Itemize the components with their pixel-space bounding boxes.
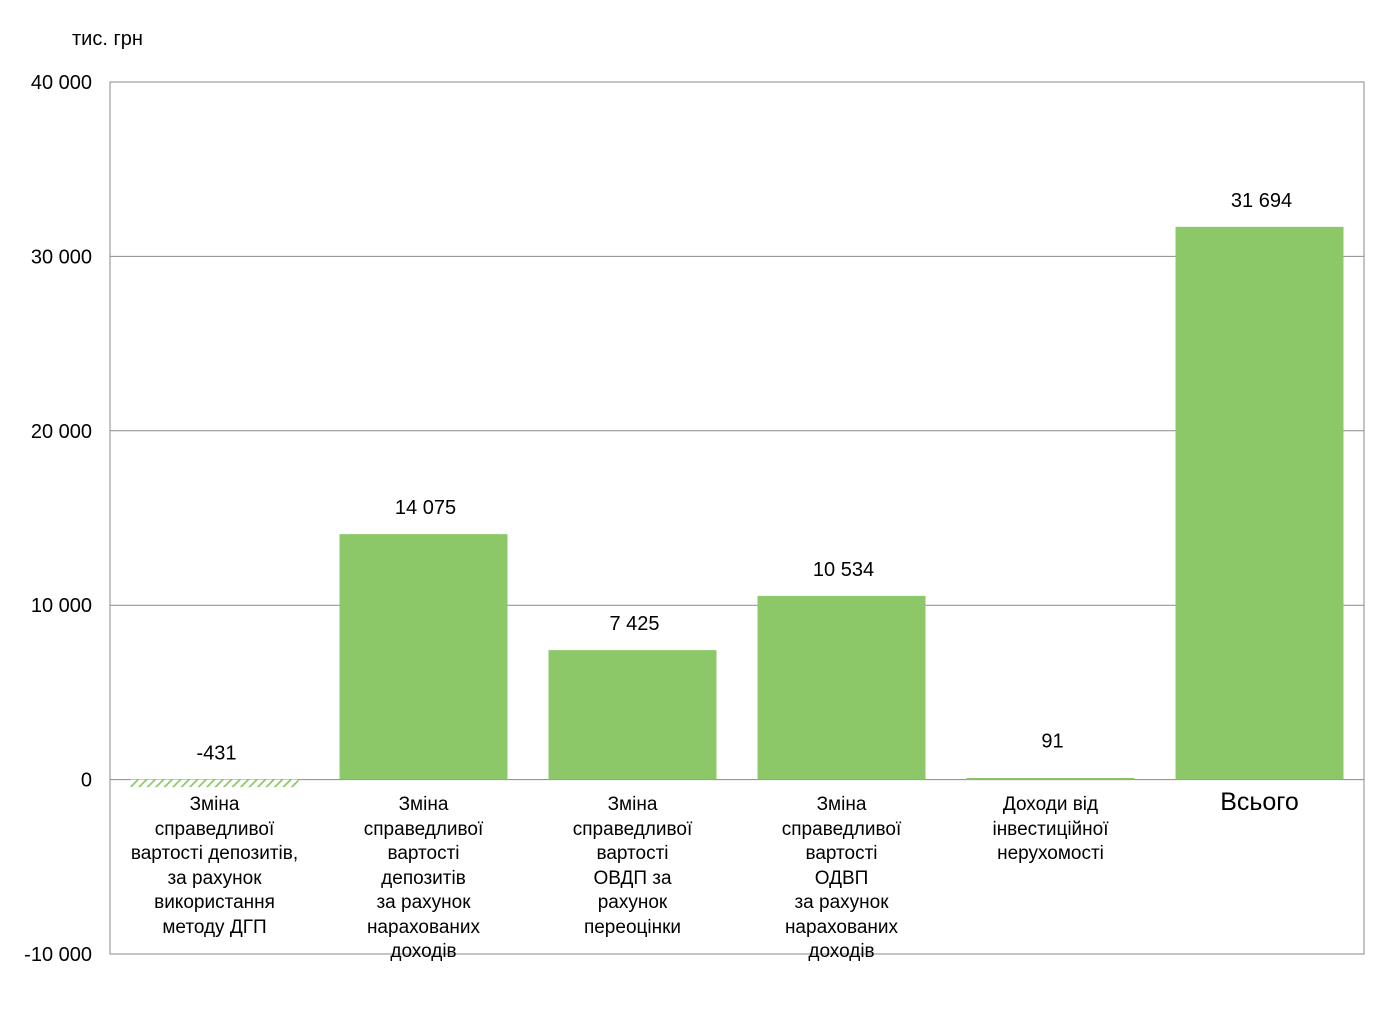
bar-3	[548, 650, 717, 780]
category-label: Зміна справедливої вартості ОДВП за раху…	[781, 794, 902, 962]
y-tick-label: 20 000	[31, 421, 92, 443]
y-tick-label: -10 000	[24, 944, 92, 966]
category-label: Доходи від інвестиційної нерухомості	[992, 794, 1109, 864]
bar-1	[130, 779, 299, 788]
y-tick-label: 10 000	[31, 595, 92, 617]
y-tick-label: 30 000	[31, 246, 92, 268]
category-label: Зміна справедливої вартості депозитів, з…	[130, 794, 299, 938]
bar-4	[757, 595, 926, 780]
y-tick-label: 0	[81, 770, 92, 792]
value-label: -431	[196, 743, 236, 765]
bar-6	[1175, 226, 1344, 780]
y-tick-label: 40 000	[31, 72, 92, 94]
plot-area-border	[109, 81, 1365, 955]
unit-label: тис. грн	[72, 28, 143, 50]
value-label: 31 694	[1231, 190, 1292, 212]
value-label: 91	[1041, 731, 1063, 753]
bar-2	[339, 534, 508, 780]
value-label: 14 075	[395, 497, 456, 519]
category-label: Зміна справедливої вартості ОВДП за раху…	[572, 794, 693, 938]
bar-5	[966, 778, 1135, 780]
value-label: 10 534	[813, 559, 874, 581]
category-label: Всього	[1220, 788, 1299, 816]
value-label: 7 425	[609, 613, 659, 635]
category-label: Зміна справедливої вартості депозитів за…	[363, 794, 484, 962]
